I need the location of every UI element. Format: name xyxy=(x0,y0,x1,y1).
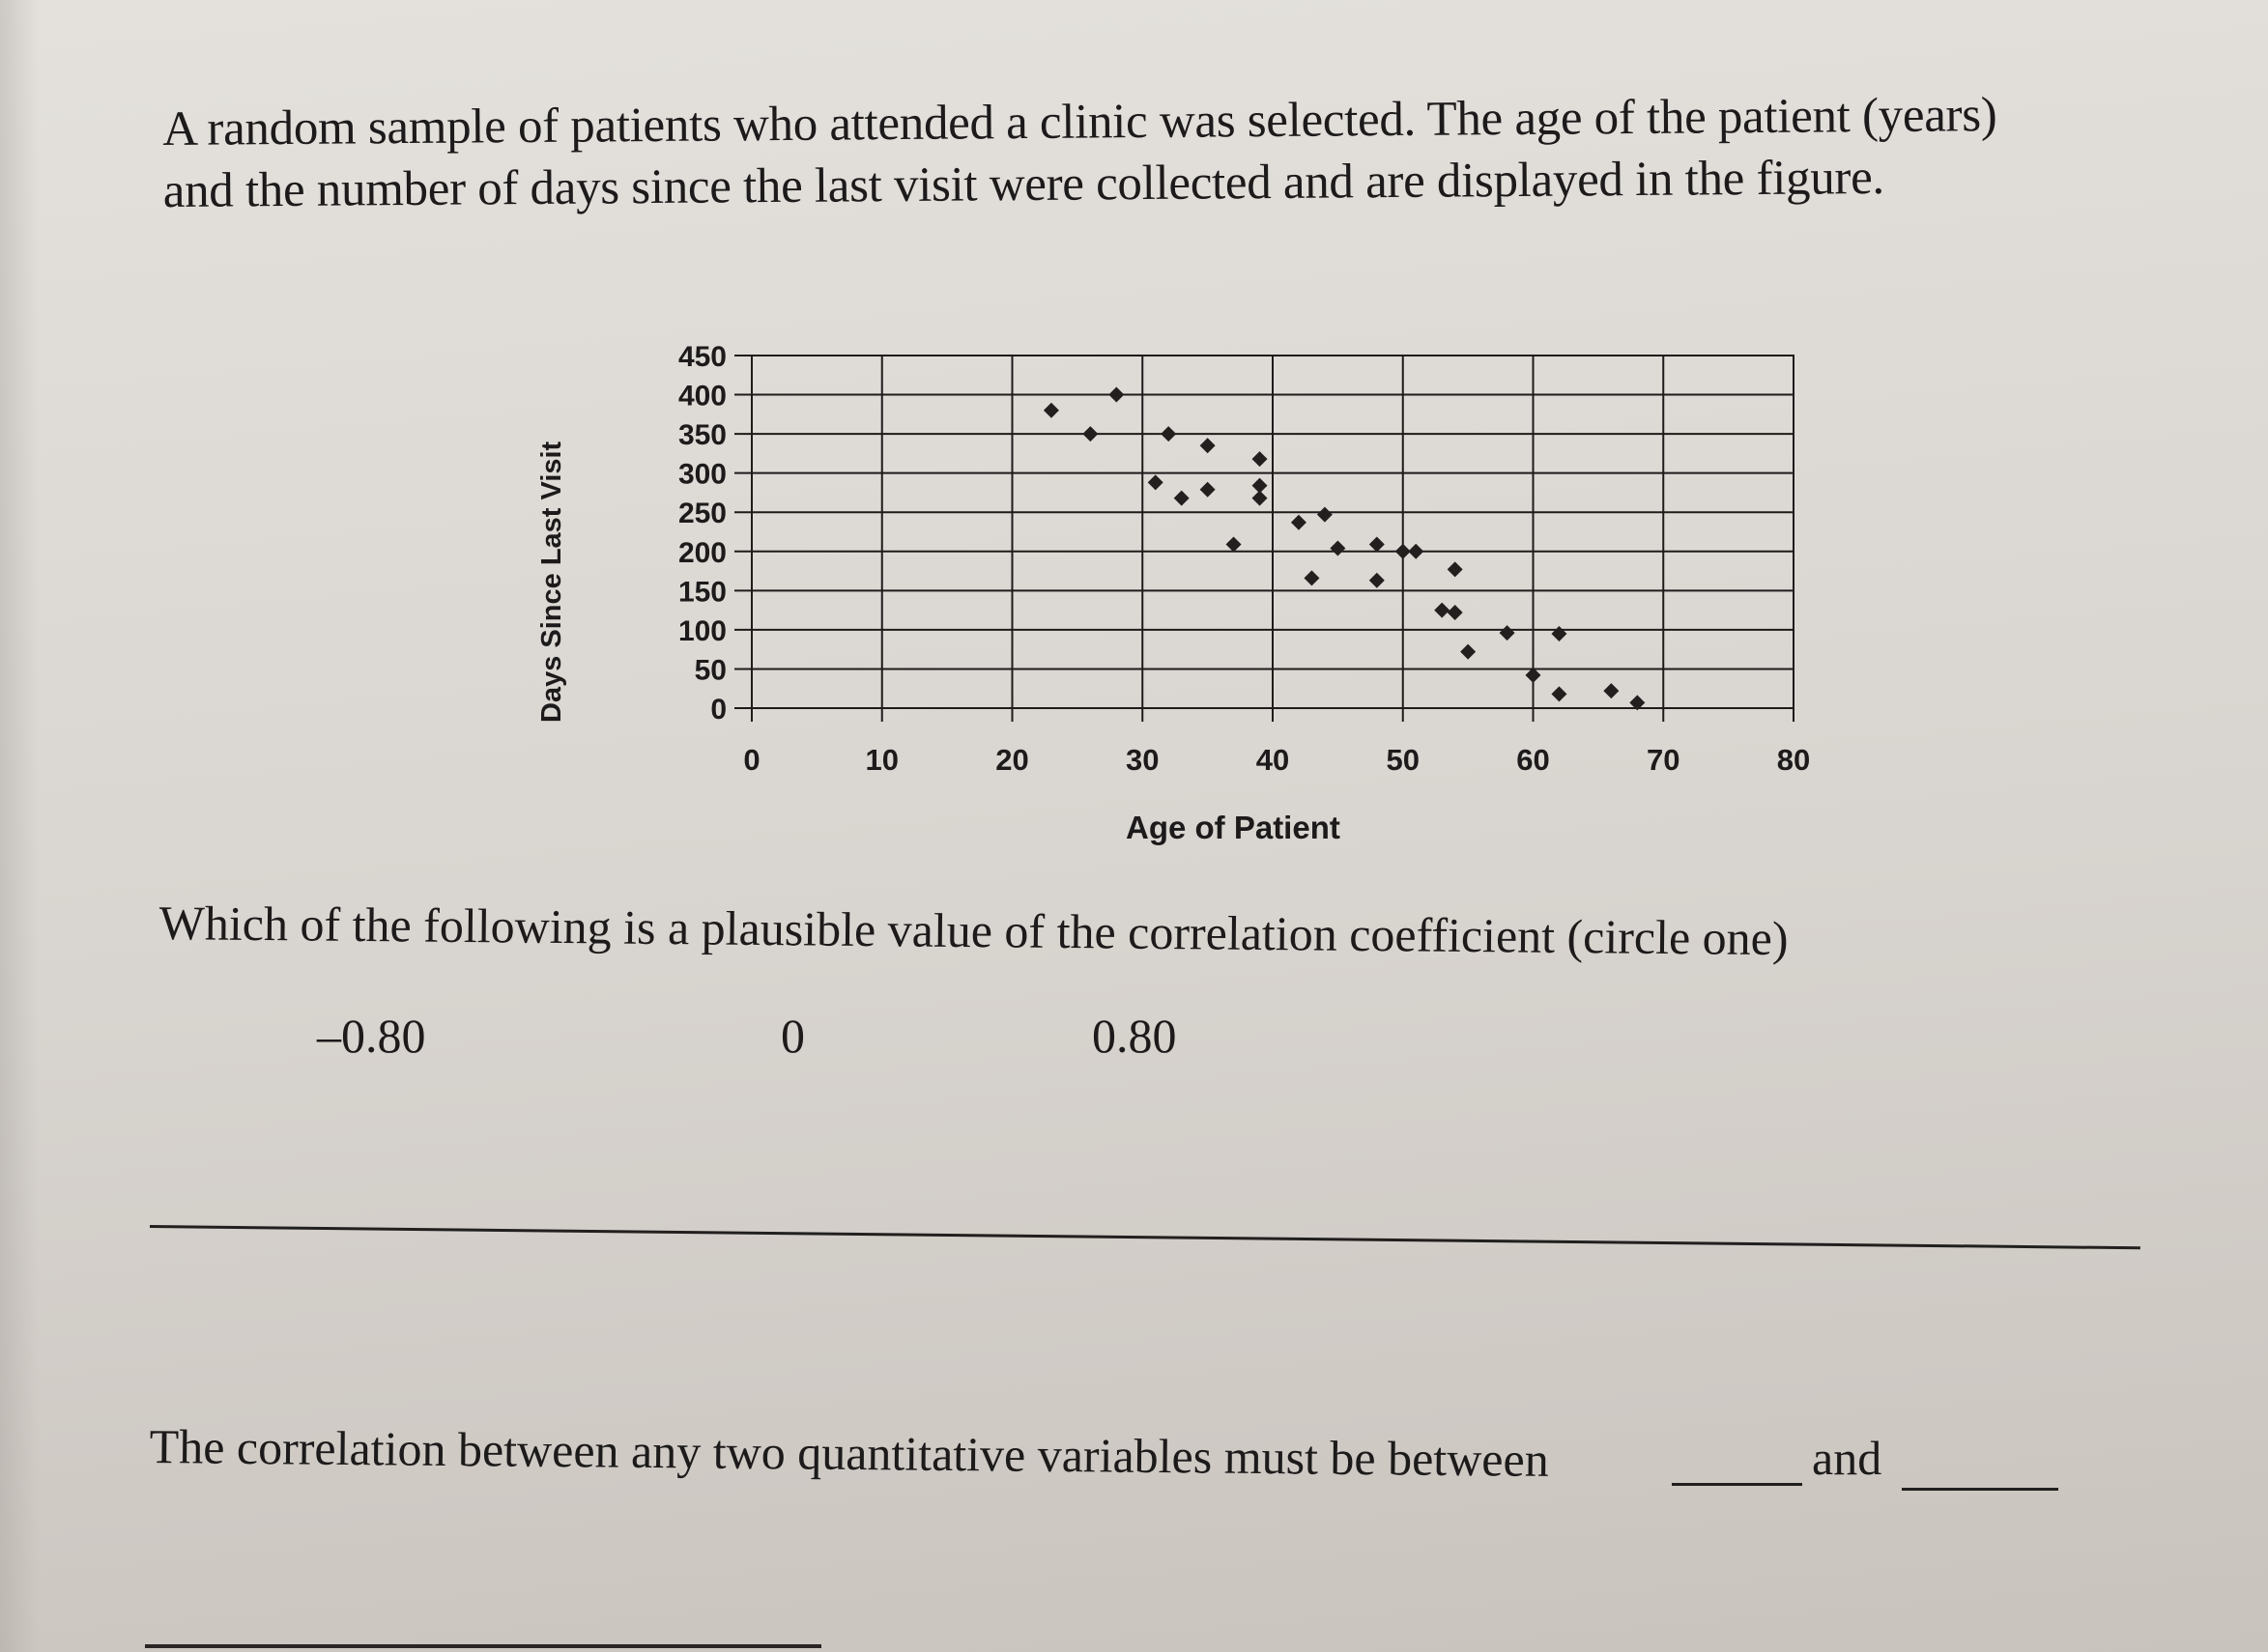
x-tick-label: 80 xyxy=(1777,743,1810,777)
data-point-diamond xyxy=(1408,543,1424,559)
option-negative-0-80[interactable]: –0.80 xyxy=(317,1009,426,1063)
x-tick-label: 60 xyxy=(1516,743,1549,777)
data-point-diamond xyxy=(1460,643,1477,660)
x-tick-label: 40 xyxy=(1256,743,1289,777)
data-point-diamond xyxy=(1290,514,1306,530)
option-zero[interactable]: 0 xyxy=(781,1009,805,1063)
y-tick-label: 350 xyxy=(678,419,727,451)
data-point-diamond xyxy=(1434,602,1450,618)
data-point-diamond xyxy=(1447,605,1463,621)
data-point-diamond xyxy=(1603,683,1620,699)
data-point-diamond xyxy=(1525,667,1541,683)
data-point-diamond xyxy=(1251,451,1268,468)
data-point-diamond xyxy=(1368,572,1385,588)
data-point-diamond xyxy=(1108,386,1125,403)
data-point-diamond xyxy=(1251,477,1268,494)
data-point-diamond xyxy=(1394,543,1411,559)
y-tick-label: 400 xyxy=(678,381,727,413)
data-point-diamond xyxy=(1147,474,1163,491)
data-point-diamond xyxy=(1499,625,1515,641)
blank-upper-bound[interactable] xyxy=(1902,1488,2058,1491)
and-word: and xyxy=(1812,1431,1882,1485)
data-point-diamond xyxy=(1330,540,1346,556)
data-point-diamond xyxy=(1173,490,1190,506)
x-tick-label: 30 xyxy=(1126,743,1159,777)
option-positive-0-80[interactable]: 0.80 xyxy=(1092,1009,1177,1063)
x-tick-label: 10 xyxy=(866,743,899,777)
data-point-diamond xyxy=(1199,438,1216,454)
data-point-diamond xyxy=(1551,625,1567,641)
x-axis-label: Age of Patient xyxy=(1126,810,1340,845)
scatter-chart: 0 50 100 150 200 250 300 350 400 450 0 10 20 30 40 50 60… xyxy=(522,333,1875,874)
data-point-diamond xyxy=(1199,481,1216,498)
x-tick-label: 20 xyxy=(995,743,1028,777)
intro-paragraph: A random sample of patients who attended… xyxy=(162,82,2231,222)
data-point-diamond xyxy=(1225,536,1242,553)
bottom-rule xyxy=(145,1644,821,1648)
data-point-diamond xyxy=(1316,506,1333,523)
blank-lower-bound[interactable] xyxy=(1672,1483,1802,1486)
data-point-diamond xyxy=(1082,426,1099,442)
page-shadow xyxy=(0,0,39,1652)
y-tick-label: 100 xyxy=(678,615,727,647)
question-text: Which of the following is a plausible va… xyxy=(158,895,1789,966)
plot-border xyxy=(751,355,1794,709)
x-tick-label: 50 xyxy=(1387,743,1420,777)
y-tick-label: 250 xyxy=(678,498,727,529)
x-tick-label: 70 xyxy=(1647,743,1679,777)
section-divider xyxy=(149,1225,2140,1250)
data-point-diamond xyxy=(1551,686,1567,702)
data-point-diamond xyxy=(1629,695,1646,711)
y-tick-label: 50 xyxy=(695,654,727,686)
data-point-diamond xyxy=(1304,570,1320,586)
data-point-diamond xyxy=(1161,426,1177,442)
scatter-plot-svg: 0 50 100 150 200 250 300 350 400 450 0 10 20 30 40 50 60… xyxy=(678,341,1810,777)
x-tick-label: 0 xyxy=(743,743,760,777)
data-point-diamond xyxy=(1368,536,1385,553)
fill-in-sentence: The correlation between any two quantita… xyxy=(149,1419,1550,1487)
y-tick-label: 300 xyxy=(678,459,727,491)
y-tick-label: 150 xyxy=(678,576,727,608)
data-point-diamond xyxy=(1043,402,1059,418)
y-tick-label: 450 xyxy=(678,341,727,373)
y-tick-label: 200 xyxy=(678,537,727,569)
data-point-diamond xyxy=(1447,561,1463,578)
y-tick-label: 0 xyxy=(710,694,727,726)
data-point-diamond xyxy=(1251,490,1268,506)
